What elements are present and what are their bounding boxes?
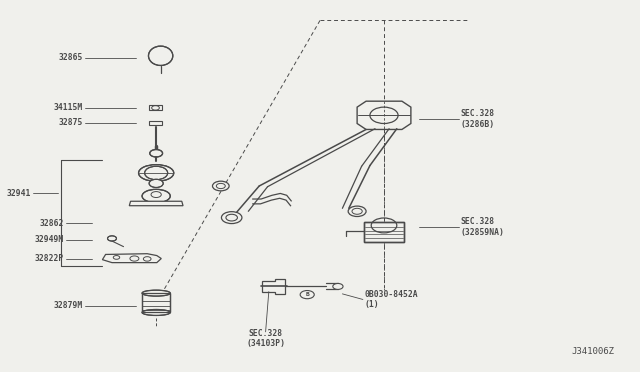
Text: SEC.328
(34103P): SEC.328 (34103P)	[246, 329, 285, 348]
Ellipse shape	[142, 310, 170, 315]
Bar	[142, 293, 170, 312]
Circle shape	[149, 179, 163, 187]
Text: 32822P: 32822P	[35, 254, 64, 263]
Polygon shape	[129, 201, 183, 206]
Circle shape	[221, 212, 242, 224]
Text: 34115M: 34115M	[54, 103, 83, 112]
Text: B: B	[305, 292, 309, 297]
Text: 32862: 32862	[40, 219, 64, 228]
Polygon shape	[102, 254, 161, 263]
Ellipse shape	[148, 46, 173, 65]
Polygon shape	[357, 101, 411, 129]
Circle shape	[300, 291, 314, 299]
Text: 32941: 32941	[6, 189, 31, 198]
Circle shape	[145, 166, 168, 180]
Text: 32879M: 32879M	[54, 301, 83, 310]
Bar	[364, 222, 404, 242]
Ellipse shape	[142, 290, 170, 296]
Circle shape	[108, 236, 116, 241]
Text: J341006Z: J341006Z	[572, 347, 614, 356]
Text: 32949M: 32949M	[35, 235, 64, 244]
Text: 32865: 32865	[59, 53, 83, 62]
Bar	[149, 105, 162, 110]
Ellipse shape	[142, 189, 170, 203]
Bar	[142, 293, 170, 312]
Ellipse shape	[150, 150, 163, 157]
Bar	[364, 222, 404, 242]
Circle shape	[212, 181, 229, 191]
Text: SEC.328
(3286B): SEC.328 (3286B)	[461, 109, 495, 129]
Text: SEC.328
(32859NA): SEC.328 (32859NA)	[461, 217, 505, 237]
Text: 32875: 32875	[59, 118, 83, 127]
Ellipse shape	[139, 164, 174, 181]
Circle shape	[348, 206, 366, 217]
Polygon shape	[262, 279, 285, 294]
Text: 0B030-8452A
(1): 0B030-8452A (1)	[365, 290, 419, 309]
Circle shape	[333, 283, 343, 289]
Bar	[149, 121, 162, 125]
